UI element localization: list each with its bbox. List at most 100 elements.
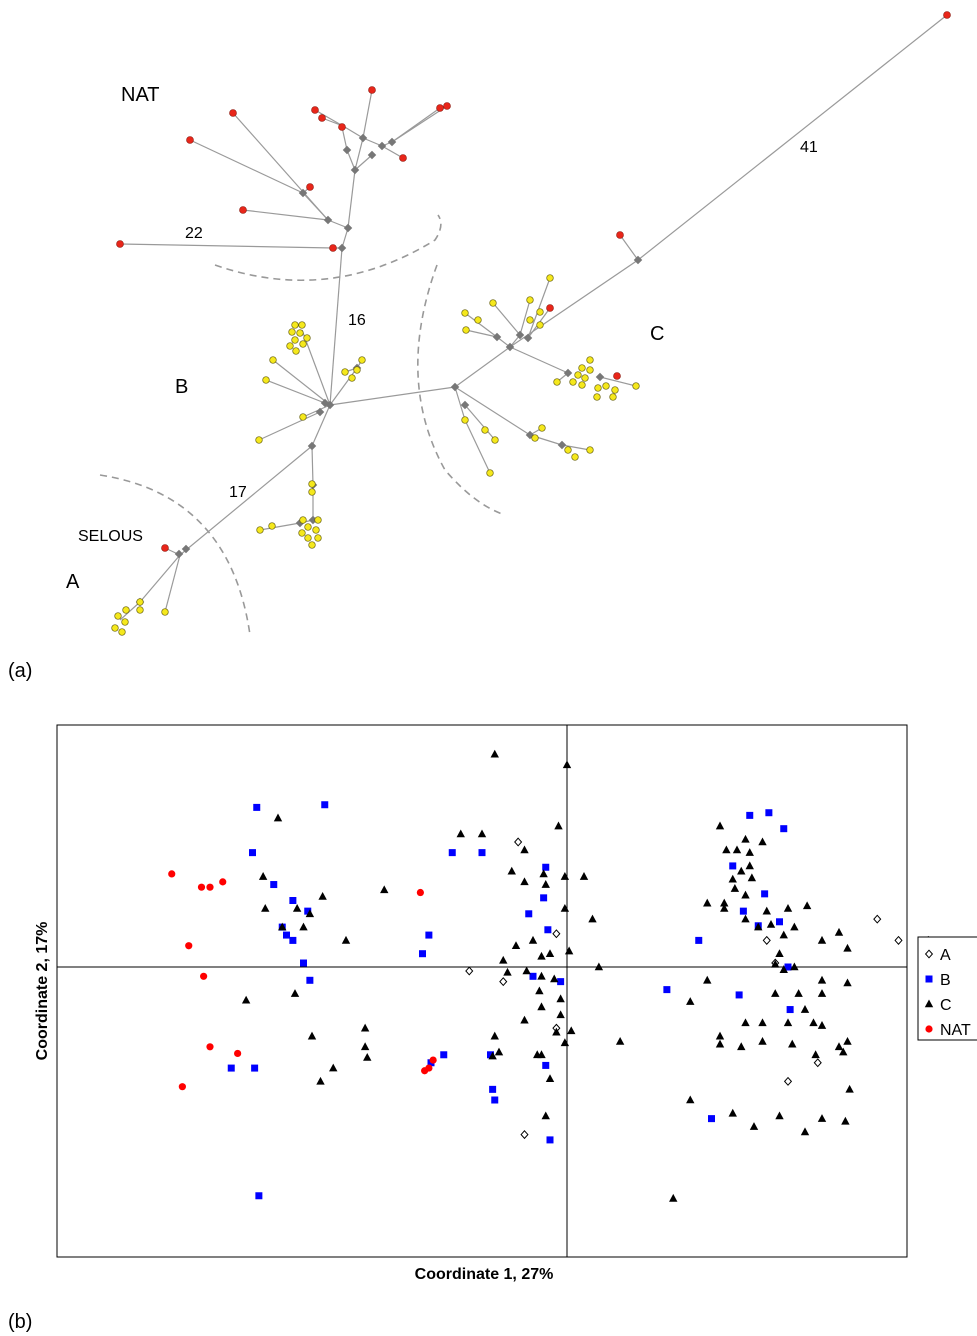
point-b: [304, 907, 312, 915]
point-c: [560, 872, 570, 880]
point-c: [703, 898, 712, 907]
point-c: [800, 1005, 810, 1013]
point-c: [758, 1018, 767, 1027]
point-c: [737, 1042, 746, 1051]
point-b: [289, 897, 297, 904]
legend-label-a: A: [940, 947, 951, 964]
point-c: [686, 1095, 695, 1104]
point-c: [552, 1027, 561, 1036]
point-c: [539, 869, 548, 878]
point-c: [745, 848, 754, 856]
legend-markers: [924, 949, 934, 1033]
point-nat: [234, 1049, 242, 1058]
point-nat: [429, 1056, 437, 1064]
point-c: [520, 845, 529, 854]
scatter-markers: [168, 749, 933, 1202]
point-b: [425, 931, 433, 939]
point-c: [550, 974, 559, 983]
point-c: [273, 813, 283, 822]
point-c: [669, 1193, 678, 1202]
point-c: [728, 1108, 737, 1117]
point-c: [749, 1122, 759, 1130]
point-b: [255, 1192, 263, 1200]
divider-nat-b: [214, 214, 442, 282]
point-c: [728, 874, 737, 883]
yellow-haplotypes: [111, 274, 640, 636]
point-b: [739, 907, 747, 915]
point-c: [241, 995, 251, 1004]
point-c: [779, 930, 788, 939]
point-c: [802, 901, 812, 910]
point-c: [745, 861, 754, 870]
point-c: [541, 880, 550, 888]
point-c: [494, 1047, 504, 1056]
point-c: [834, 927, 844, 936]
point-b: [546, 1136, 554, 1144]
point-c: [456, 829, 465, 838]
point-c: [360, 1042, 370, 1051]
point-b: [765, 809, 773, 817]
point-b: [542, 863, 550, 871]
point-b: [663, 986, 671, 994]
pcoa-chart: Coordinate 1, 27% Coordinate 2, 17% A B …: [34, 724, 977, 1283]
point-c: [560, 1038, 570, 1047]
point-a: [514, 837, 523, 847]
point-c: [535, 986, 544, 995]
point-b: [776, 918, 783, 926]
point-a: [465, 966, 474, 976]
point-c: [278, 922, 287, 931]
point-b: [780, 825, 788, 833]
point-c: [783, 903, 793, 912]
point-c: [290, 989, 300, 997]
point-b: [489, 1085, 497, 1093]
point-c: [554, 821, 563, 830]
point-c: [766, 919, 776, 928]
point-c: [615, 1036, 625, 1045]
point-c: [507, 866, 516, 875]
point-a: [894, 935, 903, 945]
point-c: [703, 975, 712, 984]
point-c: [579, 872, 589, 880]
point-nat: [219, 878, 227, 886]
point-b: [746, 811, 754, 819]
point-b: [708, 1115, 715, 1123]
cluster-label-selous: SELOUS: [78, 528, 143, 545]
point-c: [741, 1018, 750, 1027]
point-c: [560, 903, 570, 912]
point-b: [270, 881, 278, 889]
point-a: [499, 977, 508, 987]
point-c: [737, 866, 746, 875]
point-c: [741, 914, 750, 923]
point-c: [545, 949, 555, 957]
point-c: [732, 845, 742, 854]
point-c: [747, 873, 757, 882]
point-c: [790, 922, 799, 931]
branch-label-16: 16: [348, 312, 366, 329]
point-b: [306, 976, 314, 984]
point-c: [843, 1036, 852, 1045]
point-nat: [200, 972, 208, 980]
point-c: [758, 1036, 767, 1045]
point-b: [289, 936, 297, 944]
cluster-label-b: B: [175, 376, 188, 398]
point-c: [537, 1002, 546, 1011]
point-c: [380, 885, 389, 894]
point-b: [544, 926, 552, 934]
point-a: [552, 929, 561, 939]
point-c: [258, 872, 268, 880]
red-haplotypes: [116, 11, 951, 552]
point-b: [540, 894, 548, 902]
point-c: [775, 1111, 784, 1120]
point-c: [790, 962, 799, 971]
point-c: [741, 834, 750, 843]
legend-label-c: C: [940, 997, 952, 1014]
point-c: [817, 935, 827, 944]
point-c: [843, 943, 852, 952]
point-b: [440, 1051, 448, 1059]
point-c: [817, 1021, 827, 1029]
legend-marker-a: [924, 949, 934, 959]
point-c: [817, 1114, 827, 1122]
point-nat: [206, 883, 214, 891]
panel-a-label: (a): [8, 660, 32, 682]
